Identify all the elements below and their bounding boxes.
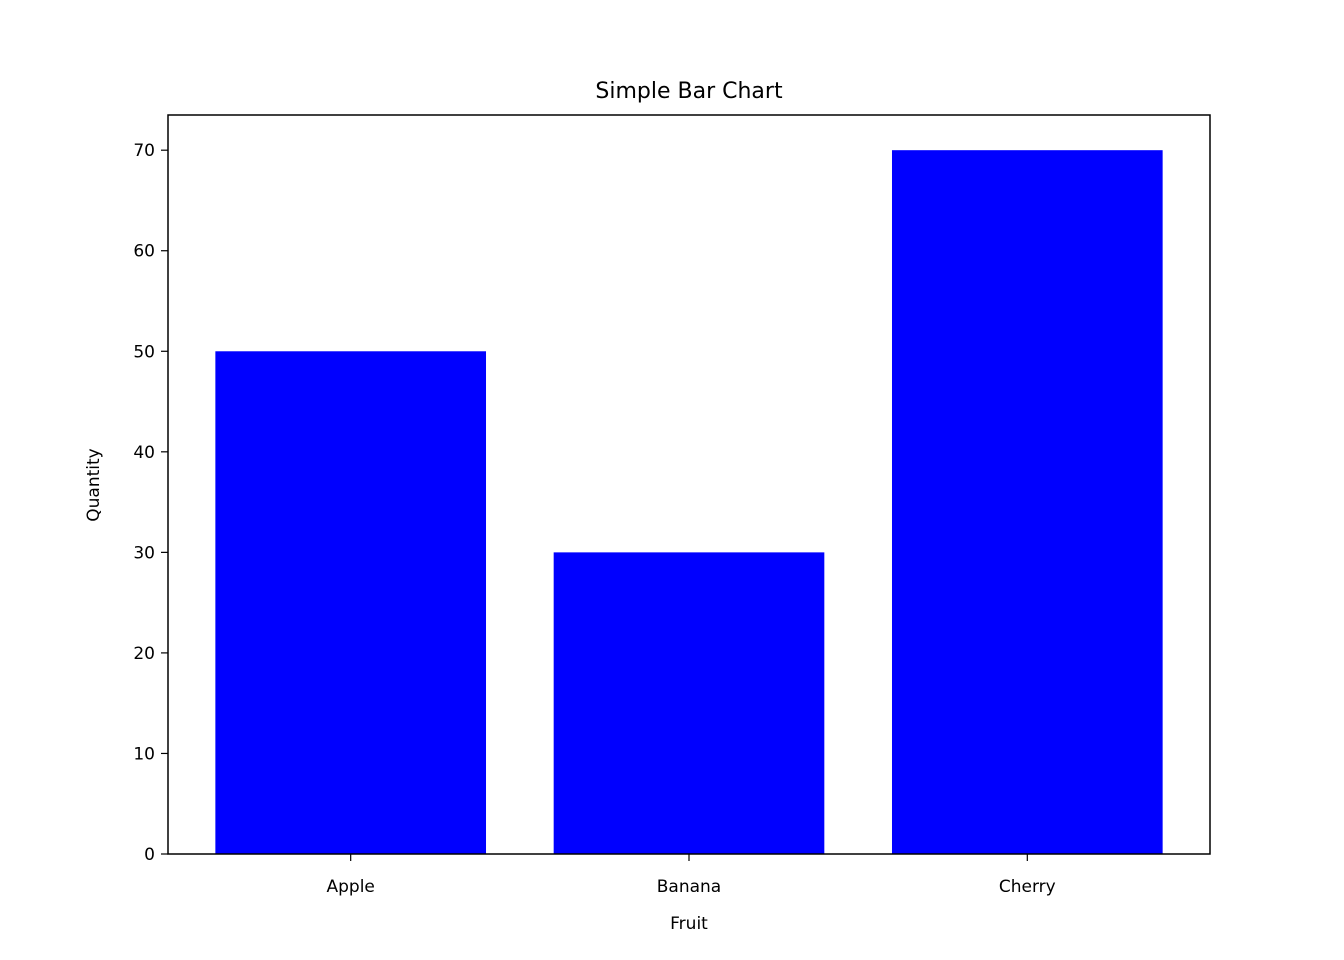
bar-apple <box>215 351 487 854</box>
y-tick-label: 40 <box>133 443 155 463</box>
chart-title: Simple Bar Chart <box>595 79 783 104</box>
plot-frame <box>167 114 1211 855</box>
bar-cherry <box>891 150 1163 854</box>
y-tick-label: 60 <box>133 242 155 262</box>
y-tick-label: 10 <box>133 744 155 764</box>
y-tick-label: 70 <box>133 141 155 161</box>
bar-banana <box>553 552 825 854</box>
y-tick-label: 30 <box>133 543 155 563</box>
y-tick-label: 0 <box>144 845 155 865</box>
y-tick-label: 50 <box>133 342 155 362</box>
x-axis-label: Fruit <box>670 914 708 934</box>
x-tick-label: Cherry <box>999 877 1056 897</box>
x-tick-label: Apple <box>326 877 374 897</box>
x-tick-label: Banana <box>657 877 721 897</box>
y-tick-label: 20 <box>133 644 155 664</box>
y-axis-label: Quantity <box>84 448 104 521</box>
